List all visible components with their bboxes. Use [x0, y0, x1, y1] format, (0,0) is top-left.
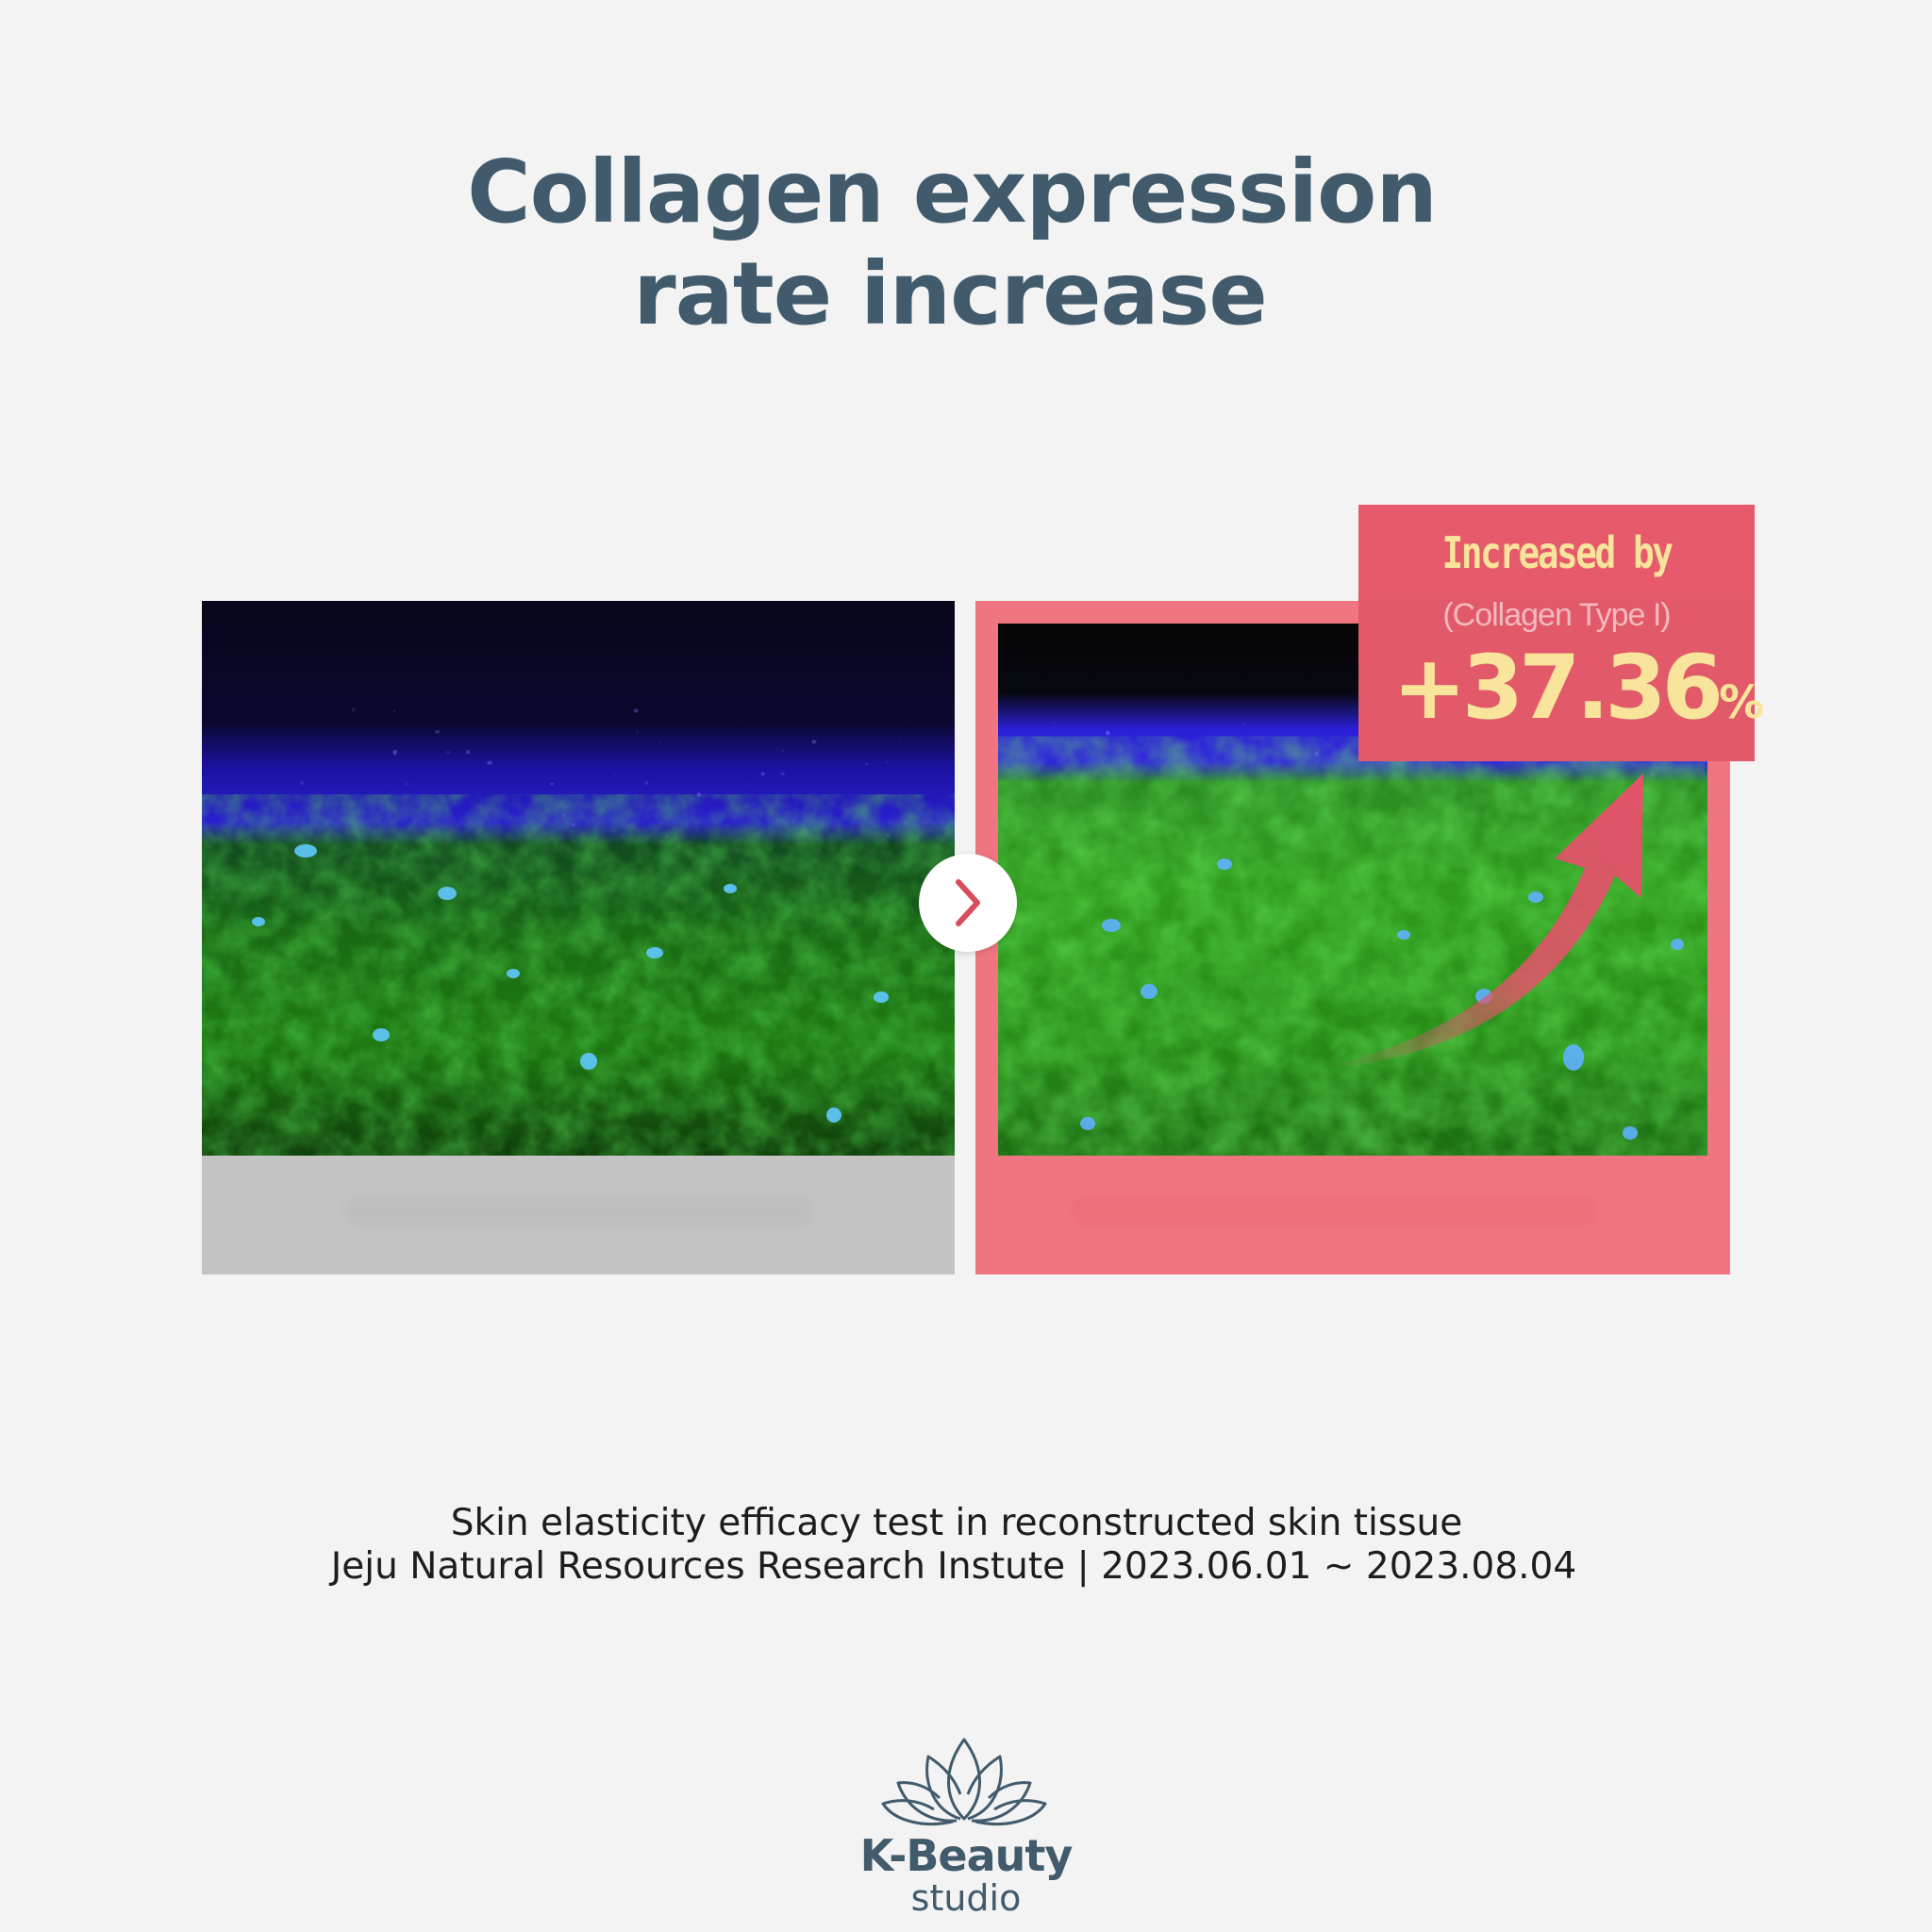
footnote-line-2: Jeju Natural Resources Research Instute … [330, 1545, 1577, 1588]
next-button[interactable] [919, 854, 1017, 952]
title-line-2: rate increase [633, 243, 1267, 344]
before-microscopy-image [202, 601, 955, 1156]
badge-value-unit: % [1719, 676, 1765, 729]
increase-arrow-icon [1330, 774, 1643, 1068]
before-panel [202, 601, 955, 1274]
badge-header-bar [1358, 505, 1755, 594]
brand-subtitle: studio [910, 1877, 1022, 1919]
lotus-icon [881, 1738, 1047, 1825]
after-caption-placeholder [1070, 1195, 1598, 1227]
badge-heading: Increased by [1441, 527, 1673, 578]
before-caption-placeholder [343, 1195, 815, 1227]
badge-subheading: (Collagen Type I) [1442, 597, 1671, 633]
badge-value: +37.36% [1392, 637, 1764, 740]
badge-value-number: +37.36 [1392, 637, 1724, 740]
page-title: Collagen expression rate increase [0, 142, 1932, 345]
footnote-line-1: Skin elasticity efficacy test in reconst… [450, 1502, 1463, 1544]
study-footnote: Skin elasticity efficacy test in reconst… [0, 1502, 1932, 1589]
title-line-1: Collagen expression [467, 142, 1438, 242]
brand-name: K-Beauty [859, 1830, 1074, 1881]
increase-badge: Increased by (Collagen Type I) +37.36% [1358, 505, 1764, 761]
chevron-right-icon [956, 879, 980, 926]
